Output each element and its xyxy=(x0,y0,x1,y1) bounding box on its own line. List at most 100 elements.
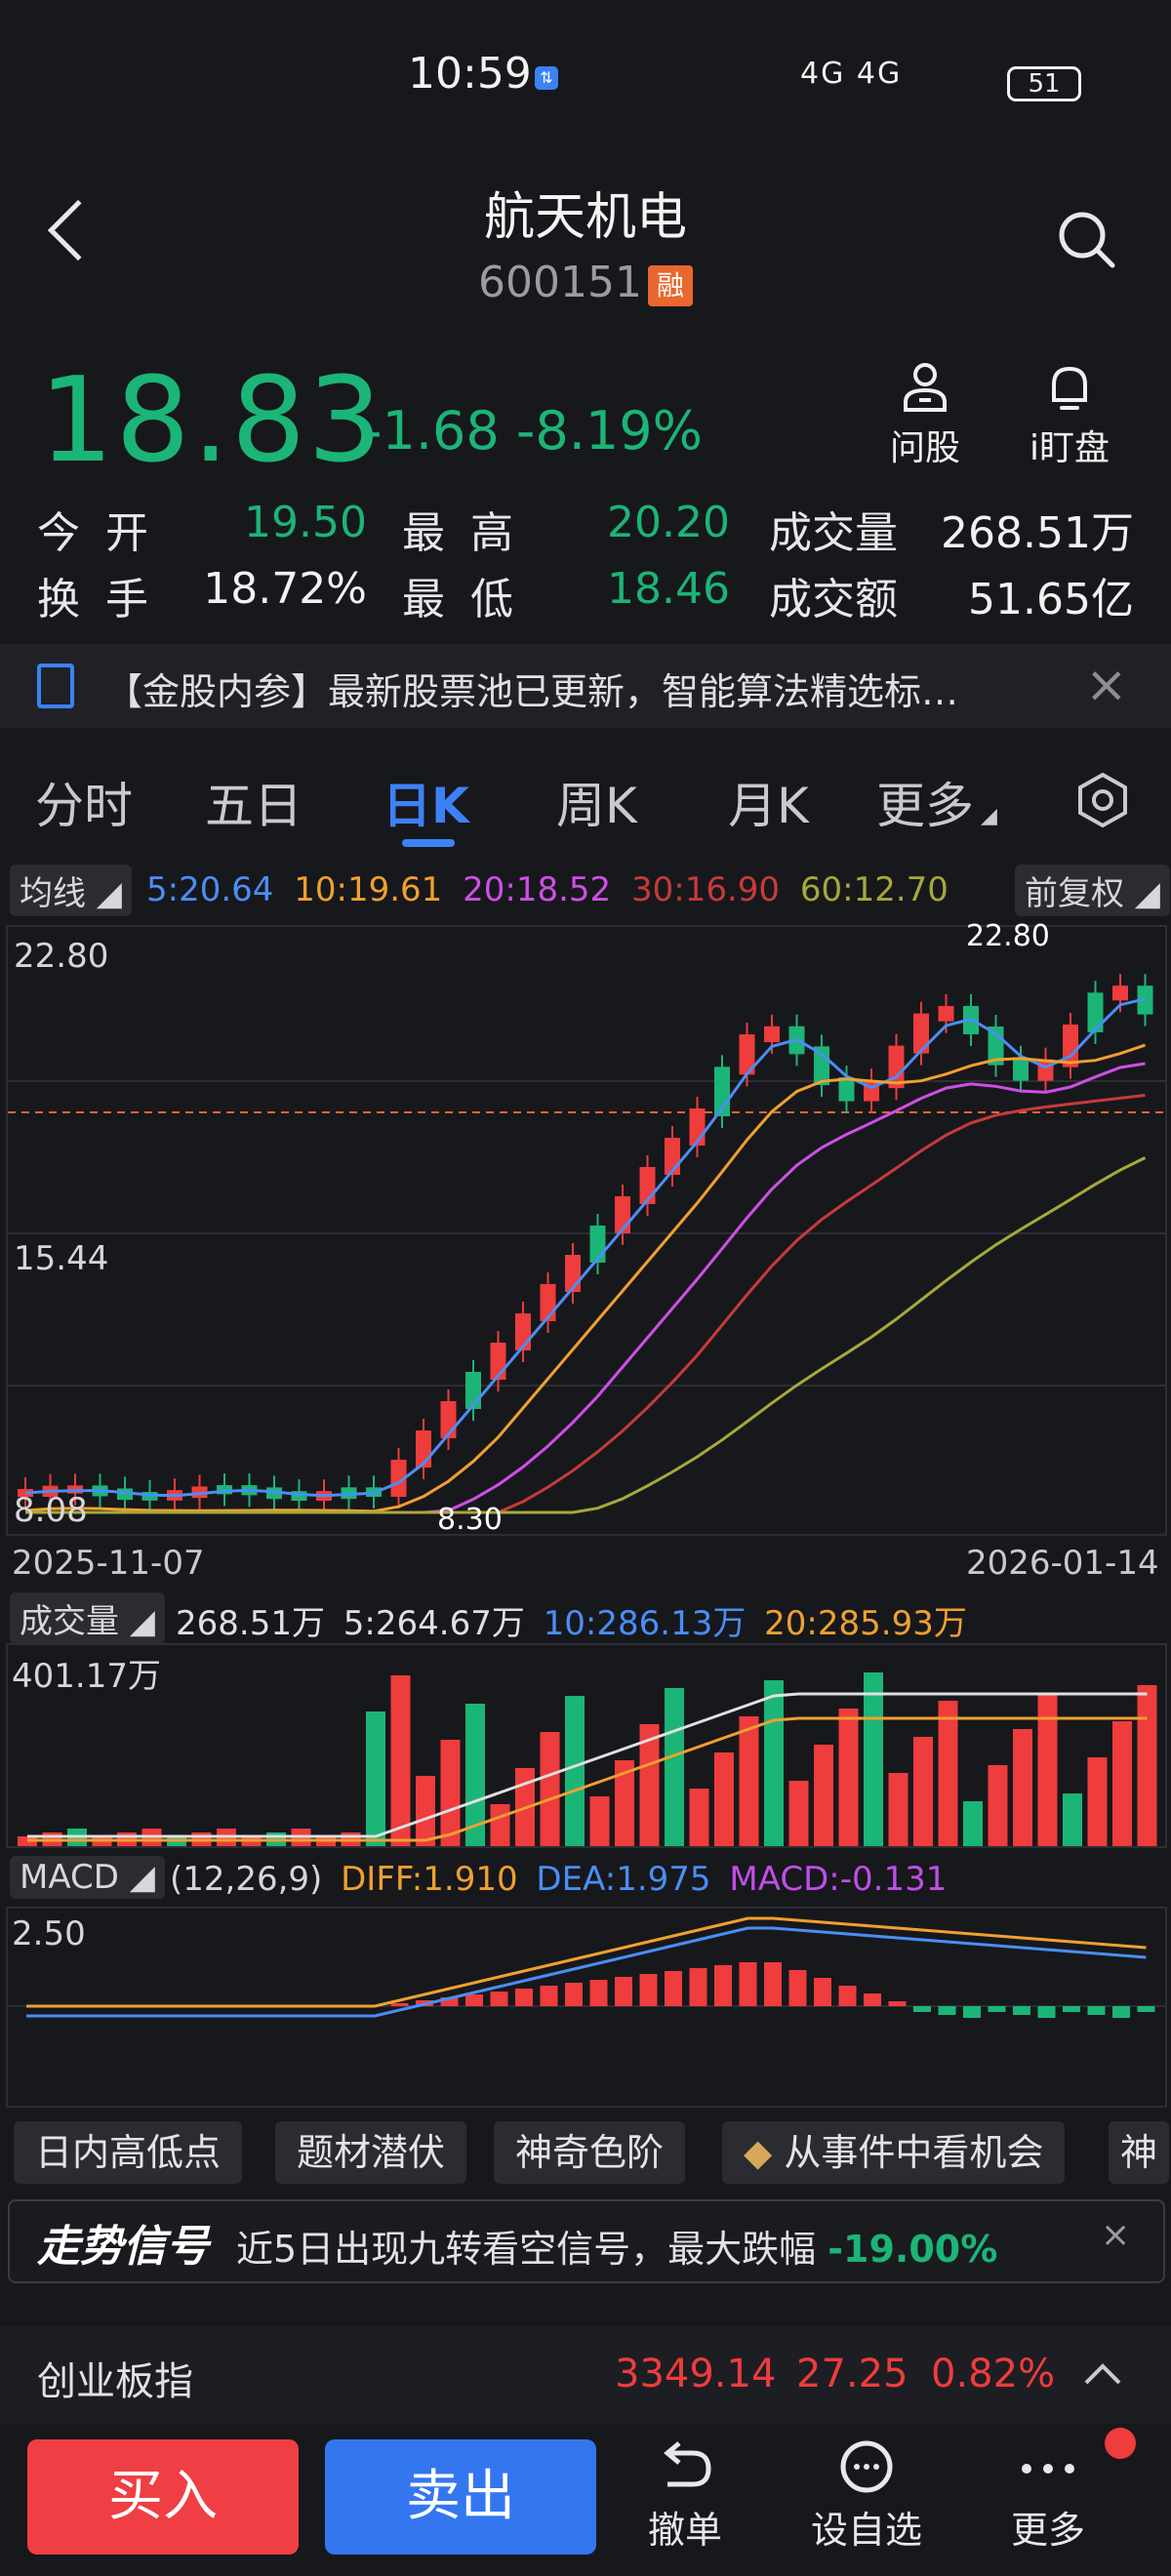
add-favorite-label: 设自选 xyxy=(810,2509,922,2552)
kline-chart[interactable] xyxy=(6,925,1167,1536)
status-time: 10:59 xyxy=(408,49,532,99)
sell-button[interactable]: 卖出 xyxy=(325,2439,596,2555)
volume-bar xyxy=(465,1704,485,1846)
volume-ma20: 20:285.93万 xyxy=(764,1604,967,1643)
cancel-order-label: 撤单 xyxy=(647,2509,722,2552)
macd-bar xyxy=(589,1980,608,2006)
volume-bar xyxy=(366,1711,385,1846)
more-button[interactable]: 更多 xyxy=(980,2439,1116,2554)
diamond-icon: ◆ xyxy=(744,2131,773,2174)
tab-intraday[interactable]: 分时 xyxy=(35,778,133,834)
stock-code: 600151 xyxy=(478,258,642,307)
volume-bar xyxy=(888,1773,909,1846)
feature-events[interactable]: ◆ 从事件中看机会 xyxy=(722,2121,1066,2184)
volume-selector[interactable]: 成交量 ◢ xyxy=(10,1592,165,1644)
cancel-order-button[interactable]: 撤单 xyxy=(617,2439,753,2554)
macd-chart[interactable] xyxy=(6,1907,1167,2108)
macd-bar xyxy=(938,2006,956,2015)
index-price: 3349.14 xyxy=(615,2352,777,2396)
feature-intraday-hilo[interactable]: 日内高低点 xyxy=(14,2121,243,2184)
ma30-value: 30:16.90 xyxy=(630,870,781,909)
volume-bar xyxy=(1013,1729,1032,1846)
macd-dea: DEA:1.975 xyxy=(536,1860,711,1899)
tab-monthly-k[interactable]: 月K xyxy=(728,778,809,834)
feature-theme[interactable]: 题材潜伏 xyxy=(275,2121,467,2184)
volume-bar xyxy=(639,1724,660,1846)
stat-value-turnover: 18.72% xyxy=(203,564,367,614)
stat-value-amount: 51.65亿 xyxy=(968,575,1134,624)
macd-selector-label: MACD xyxy=(20,1858,119,1897)
macd-diff: DIFF:1.910 xyxy=(341,1860,518,1899)
macd-bar xyxy=(465,1994,483,2006)
volume-legend: 268.51万 5:264.67万 10:286.13万 20:285.93万 xyxy=(176,1596,967,1644)
macd-bar xyxy=(639,1974,658,2006)
more-label: 更多 xyxy=(1010,2509,1085,2552)
volume-bar xyxy=(814,1745,833,1846)
volume-y-top: 401.17万 xyxy=(12,1657,161,1696)
macd-bar xyxy=(390,2003,409,2006)
person-icon xyxy=(904,363,947,412)
stat-label-low: 最低 xyxy=(402,575,539,624)
macd-y-top: 2.50 xyxy=(12,1914,86,1953)
macd-bar xyxy=(963,2006,981,2018)
macd-bar xyxy=(490,1992,508,2006)
adjust-selector[interactable]: 前复权 ◢ xyxy=(1015,865,1170,916)
macd-bar xyxy=(1037,2006,1056,2018)
moving-average-line xyxy=(25,1156,1147,1514)
macd-selector[interactable]: MACD ◢ xyxy=(10,1856,165,1899)
tab-five-day[interactable]: 五日 xyxy=(205,778,303,834)
feature-color-scale[interactable]: 神奇色阶 xyxy=(494,2121,686,2184)
volume-ma-line xyxy=(27,1716,1148,1842)
search-icon[interactable] xyxy=(1056,209,1116,269)
volume-bar xyxy=(864,1672,883,1846)
candle-body xyxy=(291,1491,307,1501)
ma-selector[interactable]: 均线 ◢ xyxy=(10,865,132,916)
volume-ma5: 5:264.67万 xyxy=(343,1604,525,1643)
favorite-icon xyxy=(840,2440,893,2493)
notice-text[interactable]: 【金股内参】最新股票池已更新，智能算法精选标… xyxy=(105,670,959,713)
current-price: 18.83 xyxy=(39,353,384,489)
signal-value: -19.00% xyxy=(828,2228,998,2271)
macd-dea-line xyxy=(26,1926,1147,2018)
candle-body xyxy=(864,1080,879,1102)
macd-bar xyxy=(1063,2006,1080,2012)
stock-name: 航天机电 xyxy=(483,188,687,247)
trend-signal-bar[interactable] xyxy=(8,2199,1165,2283)
ma5-value: 5:20.64 xyxy=(146,870,274,909)
kline-y-top: 22.80 xyxy=(14,937,109,976)
ma-selector-label: 均线 xyxy=(20,874,86,913)
macd-bar xyxy=(764,1962,782,2006)
candle-body xyxy=(764,1026,780,1043)
document-icon xyxy=(37,664,74,708)
volume-chart[interactable] xyxy=(6,1643,1167,1848)
macd-bar xyxy=(689,1968,707,2006)
close-icon[interactable]: × xyxy=(1101,2215,1131,2255)
tab-weekly-k[interactable]: 周K xyxy=(556,778,637,834)
volume-bar xyxy=(490,1804,510,1846)
tab-more[interactable]: 更多 ◢ xyxy=(876,778,997,834)
volume-bar xyxy=(938,1701,958,1846)
add-favorite-button[interactable]: 设自选 xyxy=(798,2439,935,2554)
watch-button[interactable]: i盯盘 xyxy=(1021,359,1118,470)
moving-average-line xyxy=(24,997,1146,1498)
notice-bar[interactable] xyxy=(0,644,1171,728)
ask-stock-button[interactable]: 问股 xyxy=(878,359,972,470)
volume-bar xyxy=(988,1765,1008,1846)
macd-bar xyxy=(1112,2006,1130,2018)
date-end: 2026-01-14 xyxy=(966,1544,1159,1583)
close-icon[interactable]: × xyxy=(1085,656,1128,714)
notification-dot xyxy=(1105,2428,1136,2459)
macd-bar xyxy=(665,1971,682,2006)
tab-daily-k[interactable]: 日K xyxy=(383,778,469,834)
candle-body xyxy=(913,1013,929,1054)
index-ticker[interactable] xyxy=(0,2326,1171,2424)
ma-legend: 5:20.64 10:19.61 20:18.52 30:16.90 60:12… xyxy=(146,870,949,909)
candle-body xyxy=(1112,986,1128,1001)
macd-bar xyxy=(540,1986,558,2006)
settings-icon[interactable] xyxy=(1073,771,1132,829)
buy-button[interactable]: 买入 xyxy=(27,2439,299,2555)
feature-more[interactable]: 神 xyxy=(1109,2121,1170,2184)
ma60-value: 60:12.70 xyxy=(799,870,949,909)
chevron-up-icon[interactable] xyxy=(1083,2361,1122,2387)
macd-value: MACD:-0.131 xyxy=(729,1860,948,1899)
